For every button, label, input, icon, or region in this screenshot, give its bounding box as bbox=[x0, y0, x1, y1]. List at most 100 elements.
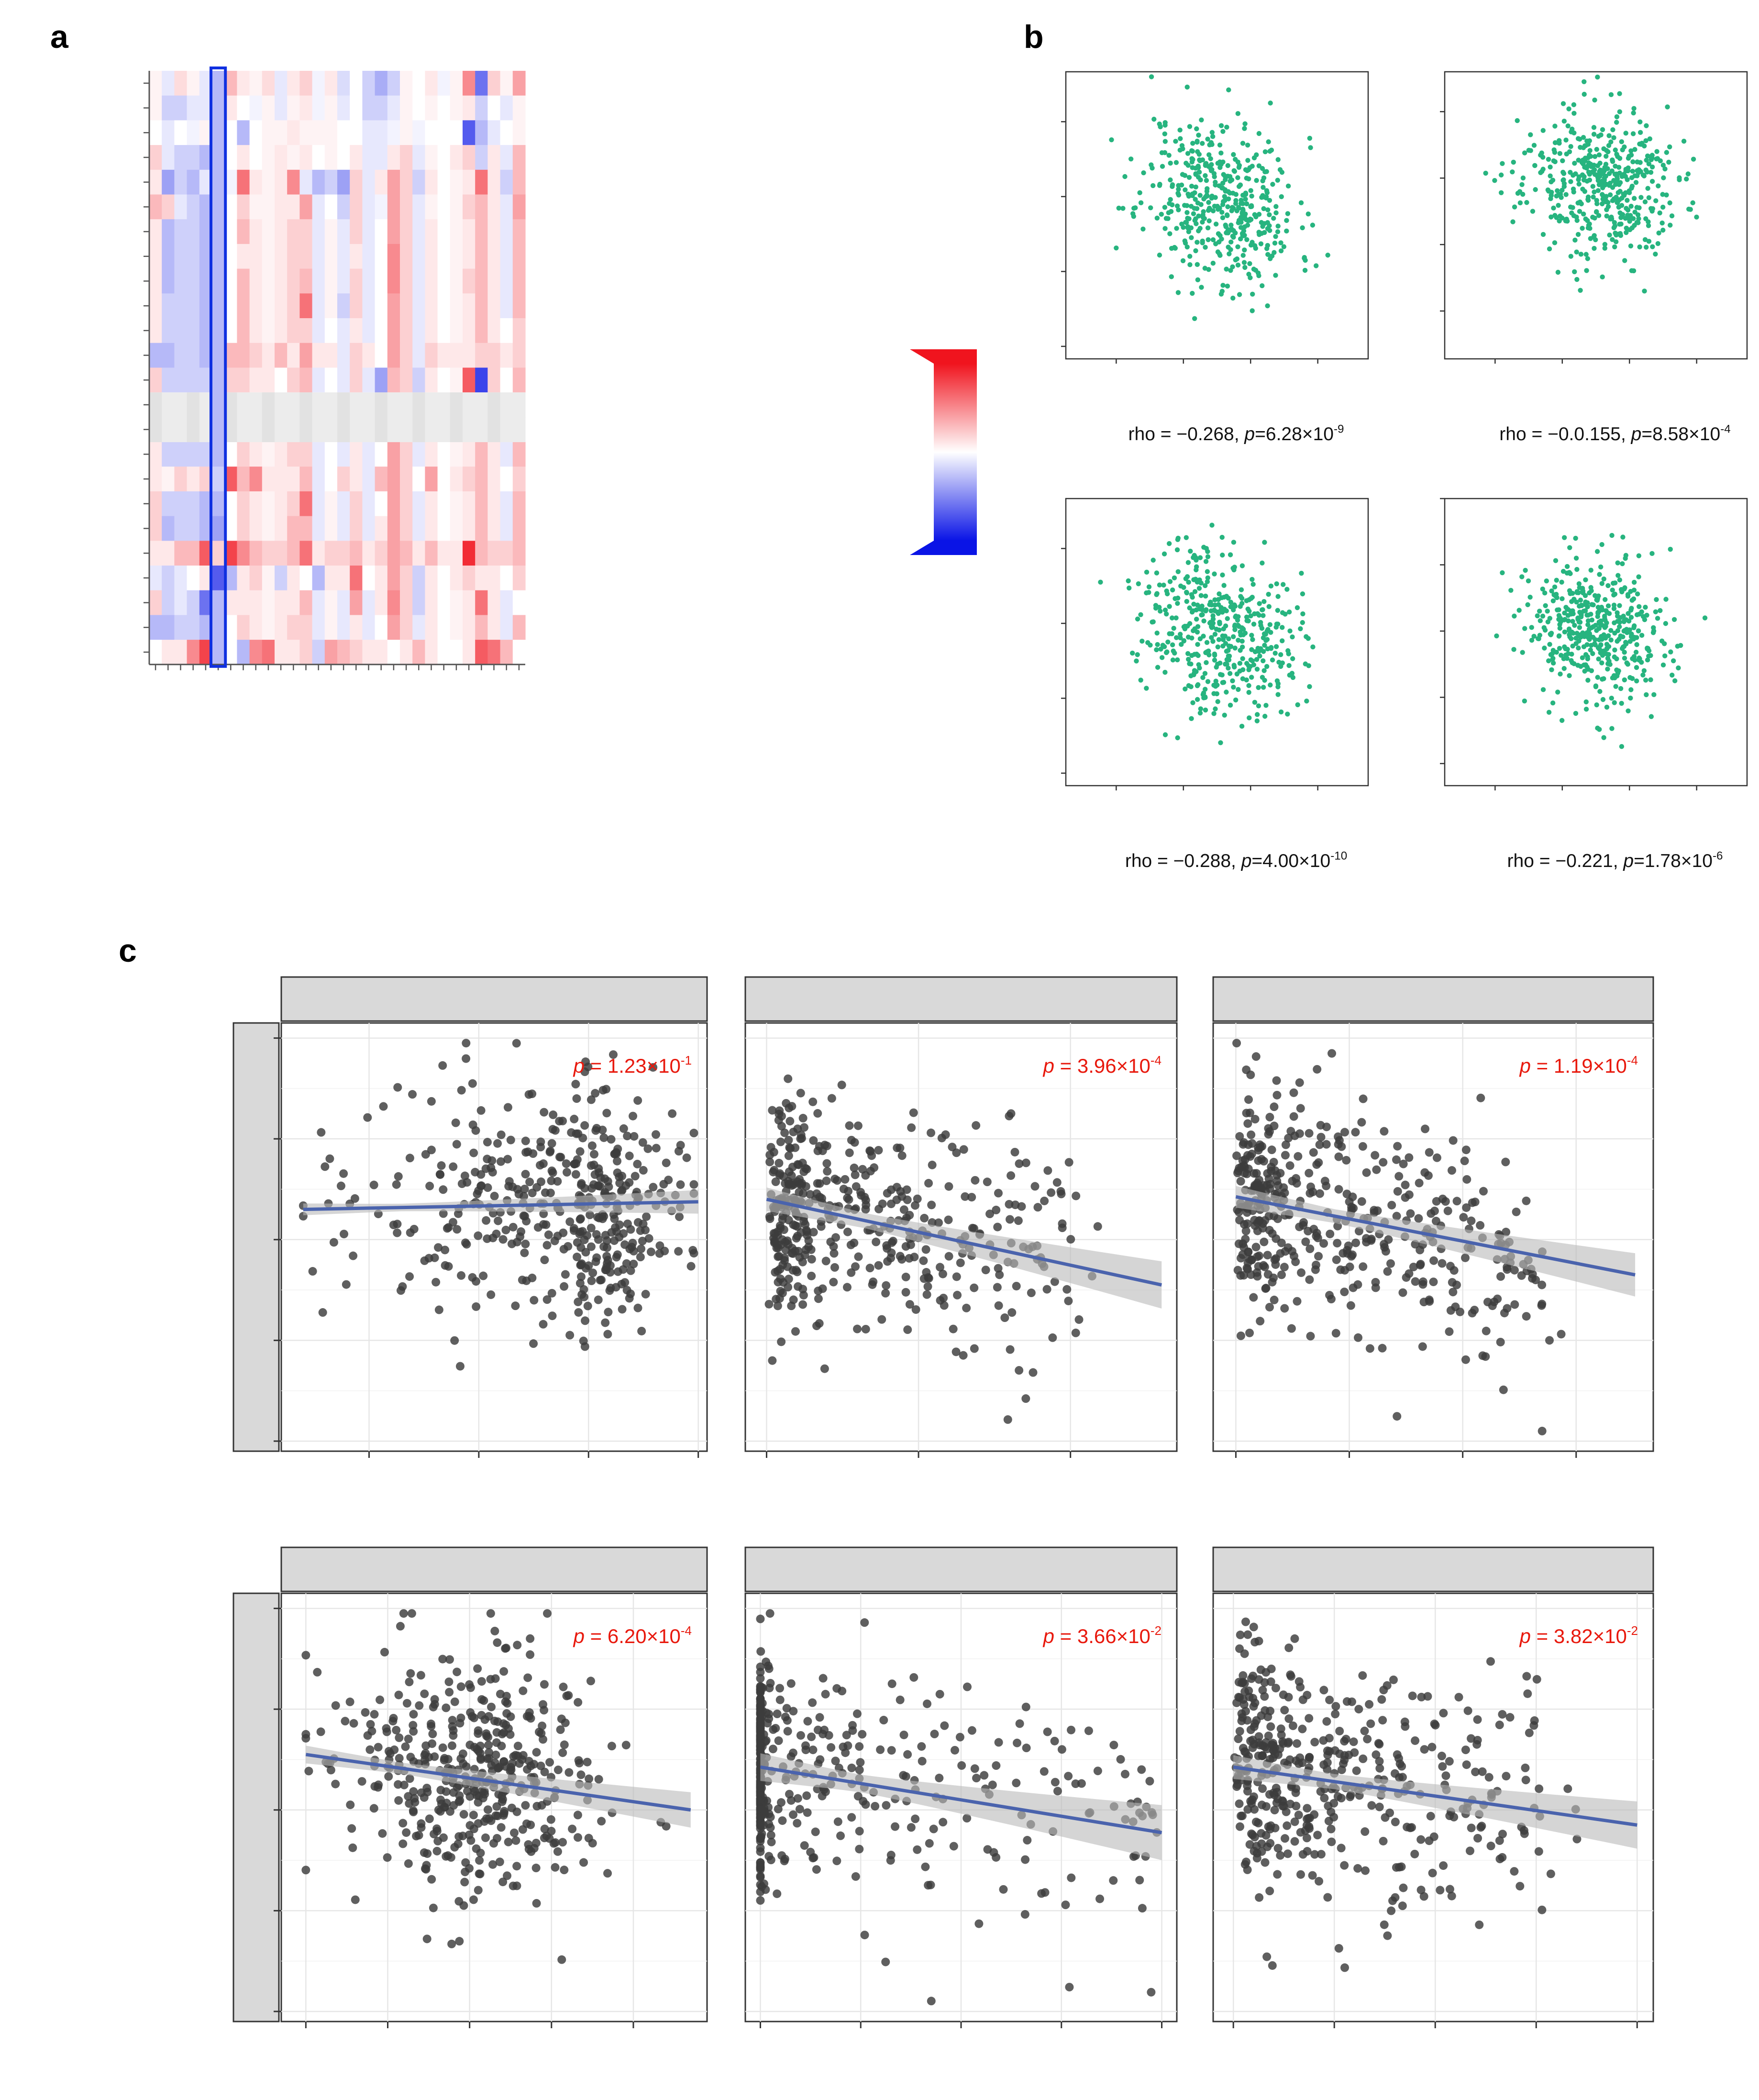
spearman-stats-part: =1.78×10 bbox=[1634, 851, 1713, 871]
scatter-point bbox=[1540, 232, 1546, 237]
heatmap-cell bbox=[425, 293, 438, 319]
scatter-point bbox=[1238, 225, 1244, 230]
heatmap-cell bbox=[350, 467, 363, 492]
scatter-point bbox=[1631, 625, 1637, 631]
heatmap-cell bbox=[375, 293, 388, 319]
scatter-point bbox=[1650, 244, 1655, 249]
scatter-point bbox=[1246, 689, 1251, 695]
scatter-point bbox=[1573, 711, 1579, 716]
data-point bbox=[625, 1151, 634, 1160]
data-point bbox=[1456, 1307, 1465, 1316]
data-point bbox=[883, 1257, 892, 1266]
data-point bbox=[988, 1780, 997, 1789]
scatter-point bbox=[1256, 273, 1261, 278]
heatmap-cell bbox=[212, 640, 225, 665]
data-point bbox=[773, 1301, 782, 1311]
data-point bbox=[927, 1128, 936, 1137]
scatter-point bbox=[1221, 583, 1227, 588]
data-point bbox=[462, 1240, 471, 1249]
data-point bbox=[468, 1273, 477, 1282]
data-point bbox=[859, 1797, 868, 1806]
data-point bbox=[438, 1743, 447, 1752]
data-point bbox=[588, 1839, 597, 1848]
heatmap-cell bbox=[262, 615, 275, 640]
data-point bbox=[442, 1703, 451, 1712]
scatter-point bbox=[1597, 572, 1602, 577]
facet-3: p = 1.19×10-4 bbox=[1212, 976, 1654, 1458]
scatter-plot-1: rho = −0.268, p=6.28×10-9 bbox=[1061, 71, 1369, 444]
heatmap-cell bbox=[412, 640, 425, 665]
scatter-point bbox=[1205, 569, 1210, 574]
data-point bbox=[308, 1267, 317, 1276]
scatter-point bbox=[1218, 291, 1224, 297]
heatmap-cell bbox=[324, 343, 338, 368]
data-point bbox=[953, 1290, 962, 1300]
scatter-point bbox=[1157, 252, 1162, 258]
data-point bbox=[786, 1796, 796, 1805]
data-point bbox=[570, 1114, 579, 1123]
scatter-point bbox=[1185, 651, 1191, 656]
scatter-point bbox=[1590, 651, 1595, 656]
scatter-point bbox=[1686, 206, 1692, 212]
scatter-point bbox=[1254, 718, 1260, 723]
heatmap-cell bbox=[299, 120, 313, 145]
scatter-point bbox=[1280, 625, 1285, 630]
data-point bbox=[841, 1175, 850, 1184]
data-point bbox=[392, 1725, 401, 1734]
scatter-point bbox=[1200, 612, 1205, 617]
data-point bbox=[576, 1272, 586, 1281]
data-point bbox=[449, 1788, 458, 1797]
scatter-point bbox=[1600, 127, 1605, 133]
heatmap-cell bbox=[187, 318, 200, 344]
scatter-point bbox=[1238, 236, 1243, 242]
scatter-point bbox=[1642, 289, 1647, 294]
scatter-point bbox=[1542, 590, 1548, 596]
scatter-point bbox=[1201, 690, 1206, 696]
scatter-point bbox=[1635, 212, 1641, 218]
data-point bbox=[1370, 1206, 1379, 1215]
heatmap-cell bbox=[275, 169, 288, 195]
heatmap-cell bbox=[400, 367, 413, 393]
scatter-point bbox=[1615, 560, 1620, 566]
data-point bbox=[776, 1137, 785, 1146]
scatter-point bbox=[1562, 611, 1567, 616]
data-point bbox=[813, 1109, 822, 1118]
data-point bbox=[1074, 1315, 1084, 1324]
heatmap-cell bbox=[387, 640, 400, 665]
data-point bbox=[1340, 1128, 1350, 1137]
data-point bbox=[481, 1833, 490, 1842]
scatter-point bbox=[1209, 195, 1215, 201]
scatter-point bbox=[1275, 684, 1281, 689]
data-point bbox=[795, 1805, 804, 1814]
scatter-point bbox=[1188, 684, 1194, 689]
data-point bbox=[1012, 1281, 1021, 1290]
heatmap-cell bbox=[412, 615, 425, 640]
scatter-point bbox=[1239, 587, 1244, 592]
scatter-point bbox=[1650, 630, 1656, 635]
data-point bbox=[572, 1094, 581, 1103]
data-point bbox=[1462, 1203, 1471, 1212]
scatter-point bbox=[1273, 210, 1279, 216]
data-point bbox=[804, 1236, 813, 1245]
data-point bbox=[574, 1297, 583, 1306]
data-point bbox=[1010, 1147, 1019, 1156]
data-point bbox=[474, 1886, 483, 1895]
scatter-point bbox=[1546, 156, 1551, 162]
scatter-point bbox=[1270, 657, 1275, 663]
heatmap-cell bbox=[187, 194, 200, 220]
data-point bbox=[475, 1856, 484, 1865]
heatmap-cell bbox=[512, 268, 526, 294]
scatter-point bbox=[1630, 159, 1636, 165]
scatter-point bbox=[1206, 218, 1212, 223]
scatter-point bbox=[1628, 148, 1634, 154]
data-point bbox=[1067, 1725, 1076, 1734]
scatter-point bbox=[1216, 231, 1221, 236]
data-point bbox=[1269, 1211, 1278, 1221]
heatmap-cell bbox=[450, 71, 463, 96]
data-point bbox=[1057, 1745, 1066, 1754]
scatter-point bbox=[1668, 546, 1673, 552]
data-point bbox=[586, 1677, 595, 1686]
heatmap-cell bbox=[149, 640, 162, 665]
data-point bbox=[1319, 1239, 1328, 1248]
scatter-point bbox=[1663, 621, 1669, 626]
